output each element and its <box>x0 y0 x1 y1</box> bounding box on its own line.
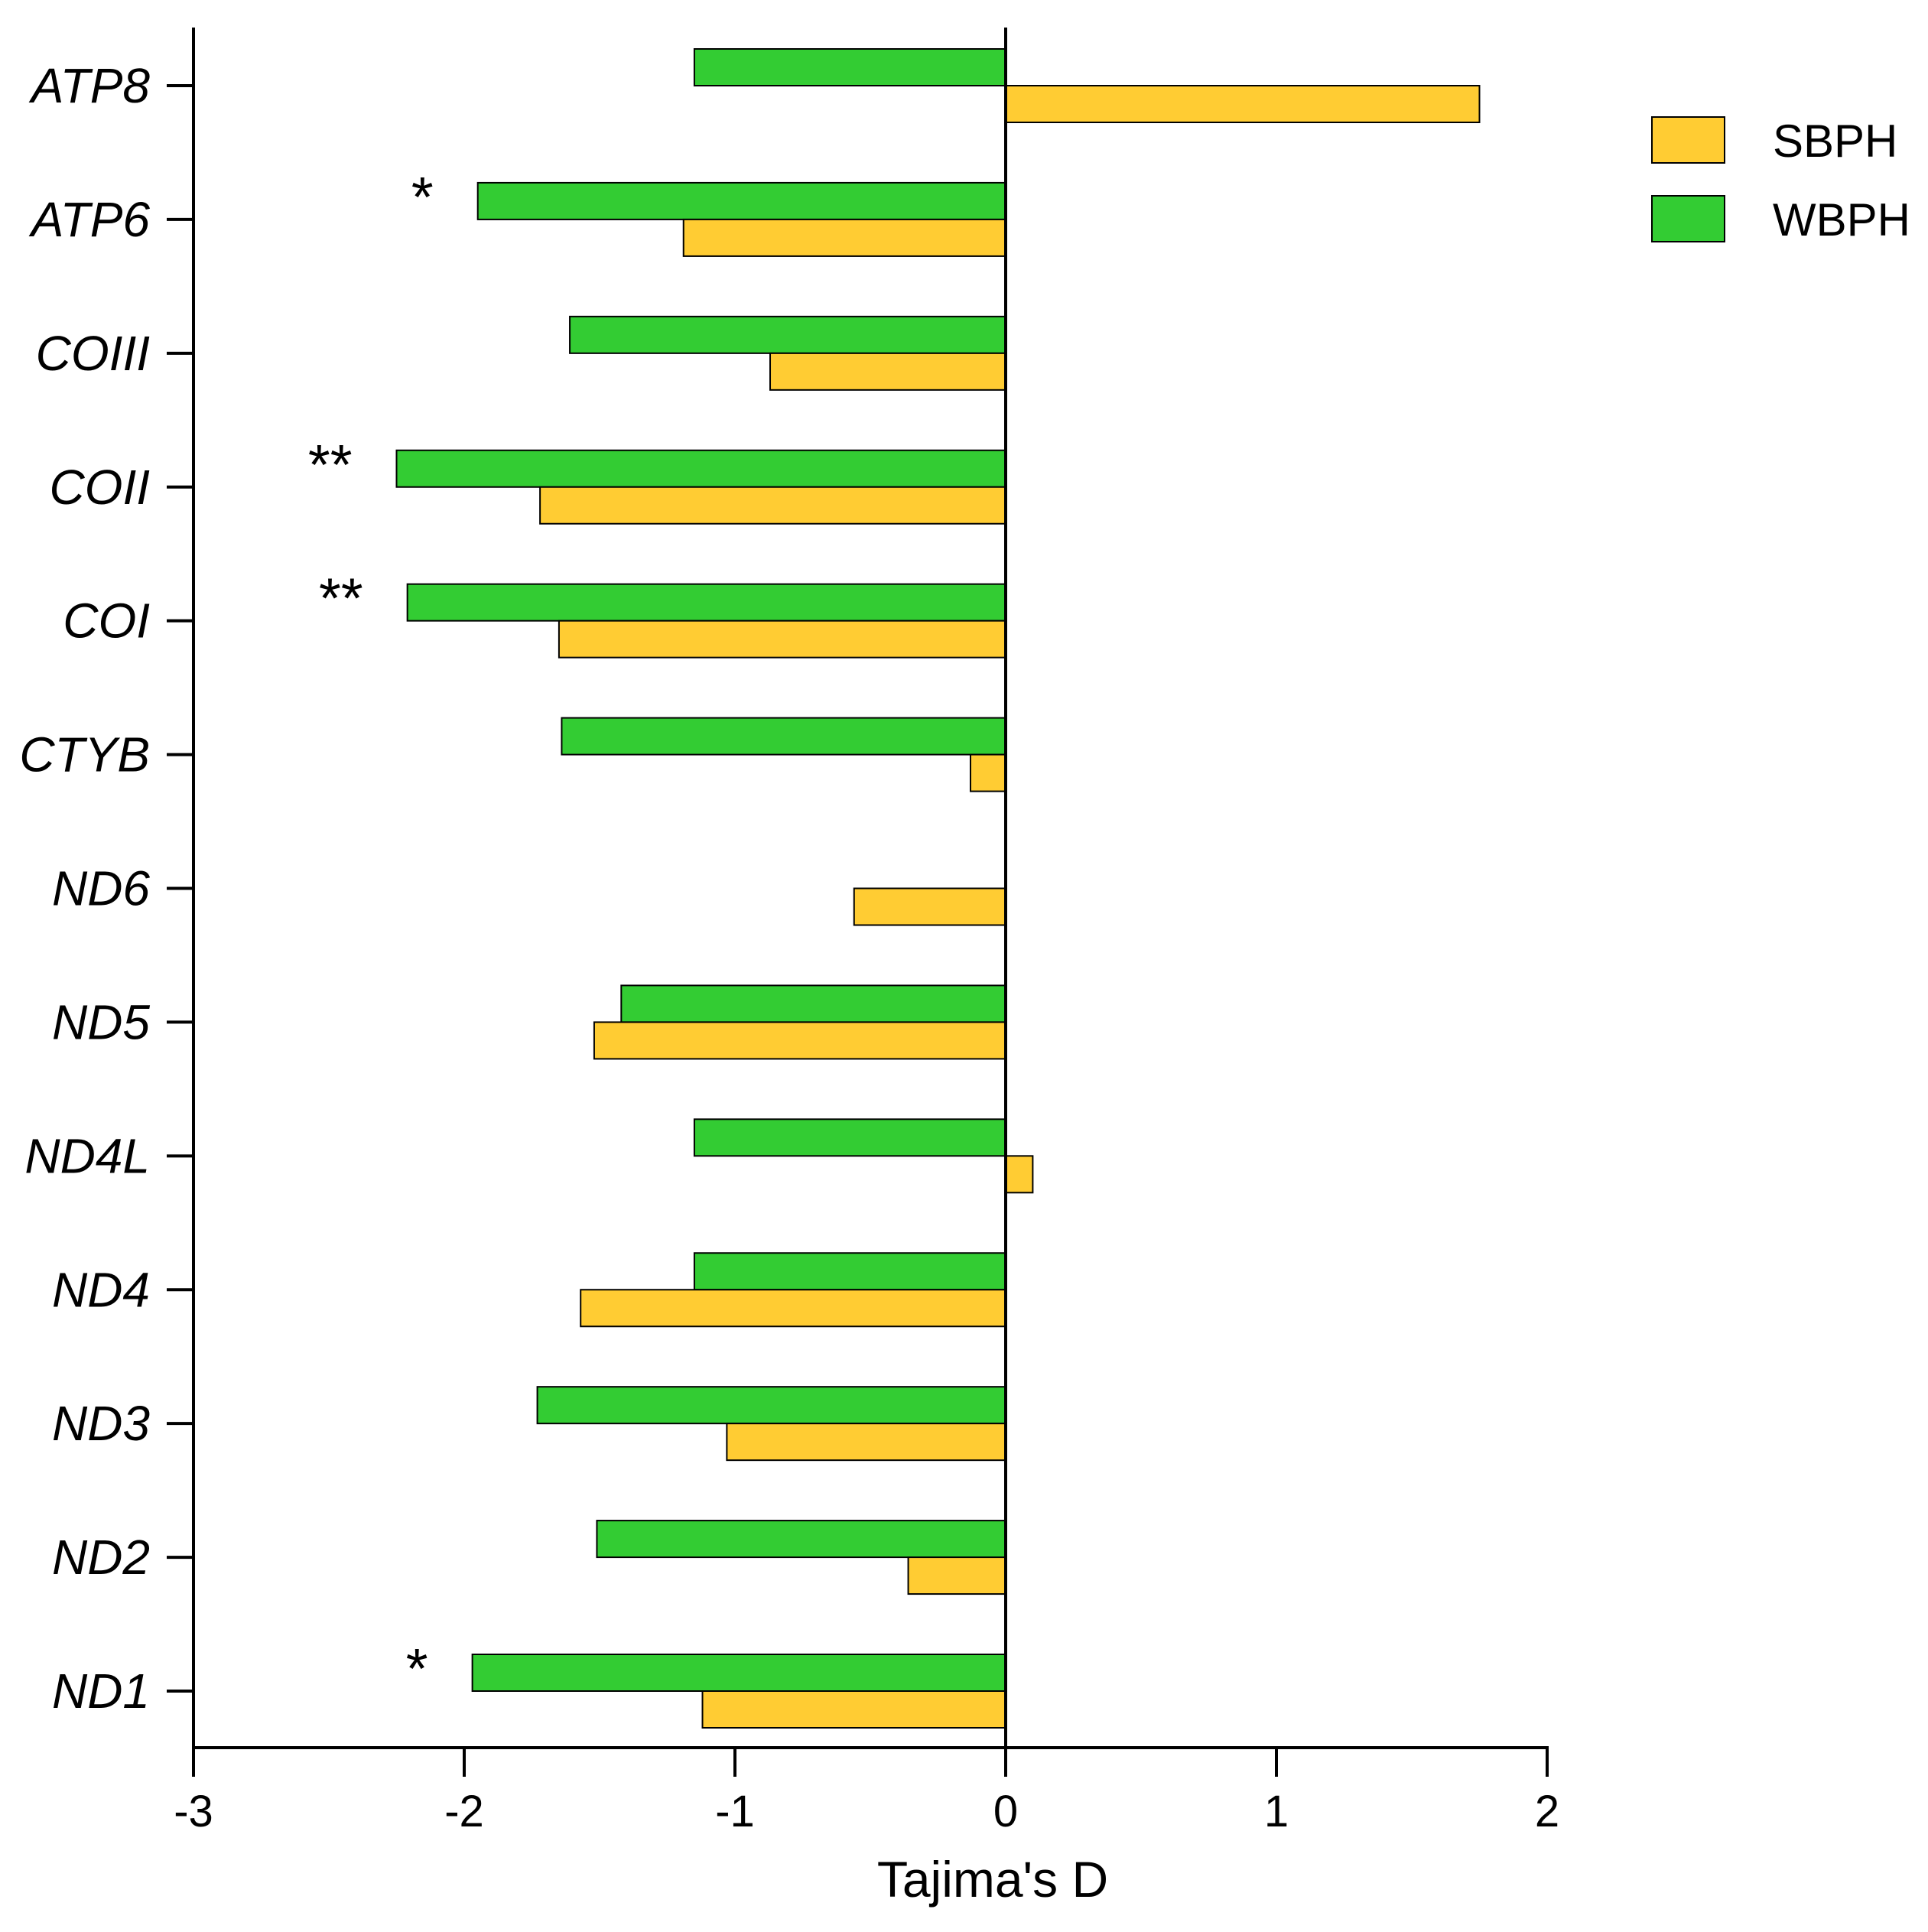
x-tick-label: 0 <box>993 1787 1018 1836</box>
bar-sbph-atp8 <box>1005 85 1481 123</box>
category-label: COII <box>49 460 150 515</box>
bar-sbph-atp6 <box>682 218 1006 257</box>
category-label: CTYB <box>19 727 150 782</box>
bar-wbph-nd4l <box>693 1118 1007 1157</box>
bar-wbph-coiii <box>569 315 1006 354</box>
significance-marker: ** <box>308 433 353 496</box>
x-tick-label: -2 <box>444 1787 484 1836</box>
bar-sbph-coiii <box>769 352 1007 391</box>
bar-sbph-coi <box>558 620 1006 659</box>
bar-sbph-coii <box>539 486 1006 525</box>
bar-sbph-nd4l <box>1005 1155 1034 1194</box>
bar-sbph-nd6 <box>853 887 1007 926</box>
bar-wbph-nd1 <box>471 1654 1006 1692</box>
x-axis-title: Tajima's D <box>877 1851 1108 1908</box>
x-tick-label: 2 <box>1535 1787 1559 1836</box>
category-label: ND1 <box>52 1664 150 1719</box>
bar-wbph-nd4 <box>693 1252 1007 1291</box>
bar-sbph-nd4 <box>580 1289 1006 1328</box>
category-label: ND6 <box>52 861 150 916</box>
bar-sbph-nd2 <box>907 1556 1007 1595</box>
bar-wbph-nd3 <box>536 1386 1006 1425</box>
legend-swatch-wbph <box>1651 195 1725 242</box>
category-label: ND4 <box>52 1262 150 1317</box>
legend-swatch-sbph <box>1651 116 1725 164</box>
bar-wbph-atp6 <box>476 181 1006 220</box>
significance-marker: ** <box>319 567 363 630</box>
bar-sbph-nd5 <box>593 1021 1006 1060</box>
bar-wbph-nd2 <box>596 1520 1006 1559</box>
significance-marker: * <box>406 1637 428 1700</box>
bar-wbph-coi <box>406 583 1006 622</box>
bar-wbph-nd5 <box>620 984 1006 1023</box>
legend: SBPH WBPH <box>1651 115 1910 246</box>
bars-layer <box>395 48 1481 1729</box>
labels-layer: ATP8 ATP6 * COIII COII ** COI ** CTYB ND6 ND5 ND4L N… <box>19 58 1559 1836</box>
legend-label-sbph: SBPH <box>1773 115 1897 167</box>
bar-wbph-ctyb <box>561 717 1006 756</box>
legend-label-wbph: WBPH <box>1773 194 1910 246</box>
x-tick-label: -1 <box>715 1787 755 1836</box>
x-tick-label: 1 <box>1264 1787 1289 1836</box>
category-label: ND3 <box>52 1396 150 1451</box>
x-tick-label: -3 <box>174 1787 213 1836</box>
significance-marker: * <box>411 165 434 229</box>
category-label: ND4L <box>24 1128 150 1183</box>
category-label: ND2 <box>52 1530 150 1585</box>
bar-wbph-coii <box>395 449 1006 488</box>
category-label: ATP8 <box>28 58 151 113</box>
category-label: ATP6 <box>28 192 151 247</box>
bar-sbph-nd3 <box>726 1423 1006 1462</box>
category-label: ND5 <box>52 994 150 1049</box>
category-label: COI <box>63 594 150 649</box>
bar-wbph-atp8 <box>693 48 1007 86</box>
bar-sbph-ctyb <box>969 753 1006 792</box>
category-label: COIII <box>36 326 151 381</box>
bar-sbph-nd1 <box>701 1690 1007 1729</box>
